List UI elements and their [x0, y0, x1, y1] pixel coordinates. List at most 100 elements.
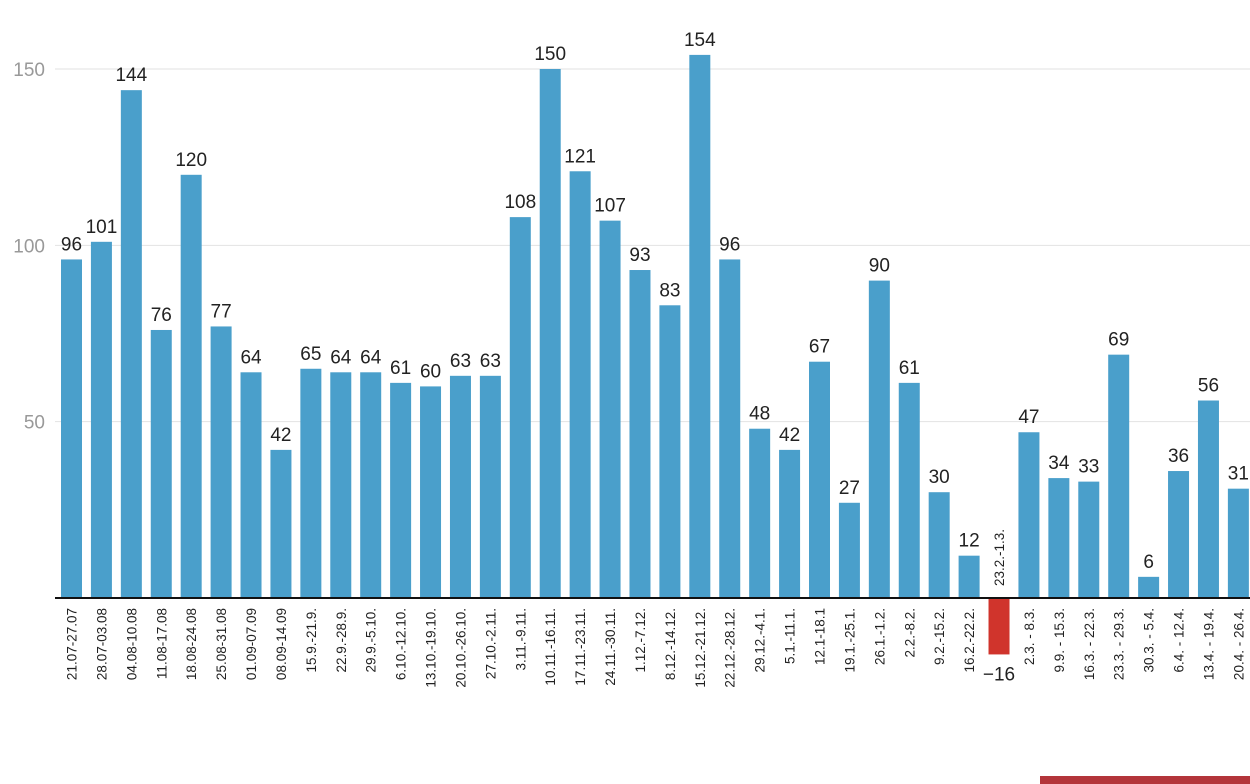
- x-tick-label: 1.12.-7.12.: [633, 608, 648, 673]
- value-label: 107: [594, 196, 626, 217]
- value-label: 31: [1228, 464, 1249, 485]
- bar: [809, 361, 830, 598]
- x-tick-label: 6.10.-12.10.: [394, 608, 409, 680]
- value-label: 154: [684, 30, 716, 51]
- bar: [539, 69, 561, 598]
- x-tick-label: 30.3. - 5.4.: [1142, 608, 1157, 673]
- bar: [479, 375, 501, 598]
- x-tick-label: 22.9.-28.9.: [334, 608, 349, 673]
- value-label: 47: [1018, 407, 1039, 428]
- x-tick-label: 26.1.-1.2.: [872, 608, 887, 665]
- x-tick-label: 16.2.-22.2.: [962, 608, 977, 673]
- x-tick-label: 04.08-10.08: [124, 608, 139, 680]
- bar: [150, 329, 172, 598]
- x-tick-label: 15.9.-21.9.: [304, 608, 319, 673]
- value-label: 120: [175, 150, 207, 171]
- bar: [779, 449, 801, 598]
- x-axis-labels: 21.07-27.07 28.07-03.08 04.08-10.08 11.08-1…: [65, 529, 1247, 688]
- bar: [509, 217, 531, 598]
- bar: [420, 386, 442, 598]
- y-tick-label: 100: [13, 236, 45, 257]
- value-label: 65: [300, 344, 321, 365]
- bar: [868, 280, 890, 598]
- bar: [838, 502, 860, 598]
- x-tick-label: 8.12.-14.12.: [663, 608, 678, 680]
- value-label: 60: [420, 361, 441, 382]
- bar: [988, 598, 1010, 655]
- value-label: 101: [86, 217, 118, 238]
- bar: [1197, 400, 1219, 598]
- value-label: 121: [564, 146, 596, 167]
- value-label: 144: [115, 65, 147, 86]
- bar: [1048, 478, 1070, 598]
- x-tick-label: 9.2.-15.2.: [932, 608, 947, 665]
- value-label: 83: [659, 280, 680, 301]
- x-tick-label: 6.4. - 12.4.: [1172, 608, 1187, 673]
- value-label: 36: [1168, 446, 1189, 467]
- bar: [390, 382, 412, 598]
- value-label: 42: [270, 425, 291, 446]
- x-tick-label: 23.3. - 29.3.: [1112, 608, 1127, 680]
- gridlines: [55, 68, 1250, 423]
- value-label: 42: [779, 425, 800, 446]
- value-label: 34: [1048, 453, 1070, 474]
- x-tick-label: 28.07-03.08: [94, 608, 109, 680]
- footer-accent-bar: [1040, 776, 1250, 784]
- bars: [61, 54, 1249, 655]
- x-tick-label: 01.09-07.09: [244, 608, 259, 680]
- value-label: 64: [360, 347, 382, 368]
- value-label: 96: [61, 234, 82, 255]
- value-label: 150: [534, 44, 566, 65]
- bar: [659, 305, 681, 598]
- x-tick-label: 3.11.-9.11.: [513, 608, 528, 671]
- value-label: 67: [809, 337, 830, 358]
- value-label: 63: [450, 351, 471, 372]
- x-tick-label: 22.12.-28.12.: [723, 608, 738, 688]
- bar: [240, 372, 262, 598]
- value-label: 61: [390, 358, 411, 379]
- x-tick-label: 9.9. - 15.3.: [1052, 608, 1067, 673]
- value-label: 90: [869, 256, 890, 277]
- bar: [449, 375, 471, 598]
- bar: [360, 372, 382, 598]
- bar: [629, 270, 651, 598]
- bar: [210, 326, 232, 598]
- bar: [928, 492, 950, 598]
- value-label: 76: [151, 305, 172, 326]
- x-tick-label: 16.3. - 22.3.: [1082, 608, 1097, 680]
- x-tick-label: 25.08-31.08: [214, 608, 229, 680]
- x-tick-label: 17.11.-23.11.: [573, 608, 588, 686]
- value-label: 108: [504, 192, 536, 213]
- x-tick-label: 10.11.-16.11.: [543, 608, 558, 686]
- x-tick-label: 15.12.-21.12.: [693, 608, 708, 688]
- bar: [1168, 471, 1190, 598]
- value-label: 33: [1078, 457, 1099, 478]
- bar: [1018, 432, 1040, 598]
- value-label: 93: [629, 245, 650, 266]
- y-axis-ticks: 50 100 150: [13, 60, 45, 434]
- bar: [300, 368, 322, 598]
- x-tick-label: 11.08-17.08: [154, 608, 169, 679]
- value-label: 64: [240, 347, 262, 368]
- value-label: 61: [899, 358, 920, 379]
- x-tick-label: 18.08-24.08: [184, 608, 199, 680]
- value-label: 27: [839, 478, 860, 499]
- bar: [719, 259, 741, 598]
- bar: [180, 174, 202, 599]
- bar: [1078, 481, 1100, 598]
- x-tick-label: 13.4. - 19.4.: [1201, 608, 1216, 680]
- bar: [270, 449, 292, 598]
- value-label: 64: [330, 347, 352, 368]
- value-label: 30: [929, 467, 950, 488]
- value-label: 69: [1108, 330, 1129, 351]
- bar: [689, 54, 711, 599]
- bar: [599, 220, 621, 598]
- y-tick-label: 150: [13, 60, 45, 81]
- x-tick-label: 29.9.-5.10.: [364, 608, 379, 673]
- value-label: 77: [211, 301, 232, 322]
- bar: [120, 90, 142, 598]
- bar: [749, 428, 771, 598]
- bar: [1108, 354, 1130, 598]
